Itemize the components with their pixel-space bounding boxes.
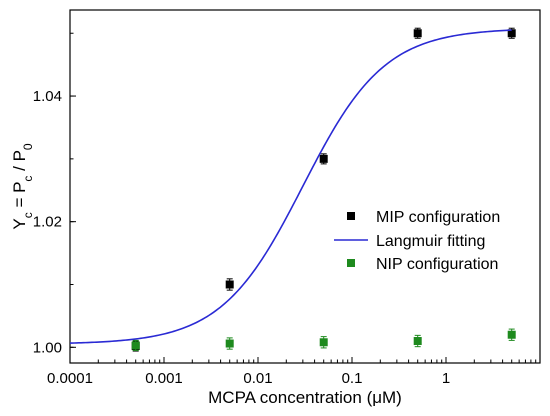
- legend: MIP configuration Langmuir fitting NIP con…: [334, 209, 500, 273]
- y-axis-title-part: = P: [10, 182, 29, 213]
- mip-data-point: [225, 280, 234, 289]
- nip-data-point: [131, 341, 140, 350]
- series-layer: [69, 27, 516, 352]
- mip-data-point: [507, 29, 516, 38]
- mip-data-point: [319, 154, 328, 163]
- legend-label: NIP configuration: [376, 256, 498, 273]
- x-tick-label: 0.0001: [47, 370, 93, 387]
- y-axis-title-part: c: [21, 212, 35, 218]
- legend-label: MIP configuration: [376, 209, 500, 226]
- legend-label: Langmuir fitting: [376, 233, 485, 250]
- y-tick-label: 1.04: [33, 88, 62, 105]
- x-tick-label: 1: [442, 370, 450, 387]
- nip-data-point: [225, 339, 234, 348]
- x-tick-label: 0.001: [145, 370, 183, 387]
- y-axis-title-part: / P: [10, 150, 29, 176]
- axis-ticks: 0.0001 0.001 0.01 0.1 1 1.00 1.02 1.04: [33, 32, 537, 387]
- y-axis-title-part: c: [21, 176, 35, 182]
- legend-marker-swatch: [347, 259, 355, 267]
- y-tick-label: 1.00: [33, 339, 62, 356]
- plot-frame: [69, 9, 541, 364]
- y-tick-label: 1.02: [33, 214, 62, 231]
- x-tick-label: 0.01: [243, 370, 272, 387]
- nip-data-point: [413, 337, 422, 346]
- legend-marker-swatch: [347, 212, 355, 220]
- nip-data-point: [319, 338, 328, 347]
- x-tick-label: 0.1: [342, 370, 363, 387]
- mip-data-point: [413, 29, 422, 38]
- nip-data-point: [507, 330, 516, 339]
- y-axis-title-part: Y: [10, 218, 29, 229]
- y-axis-title: Yc = Pc / P0: [10, 143, 35, 230]
- y-axis-title-part: 0: [21, 143, 35, 150]
- x-axis-title: MCPA concentration (μM): [208, 388, 402, 407]
- langmuir-fit-line: [69, 29, 512, 344]
